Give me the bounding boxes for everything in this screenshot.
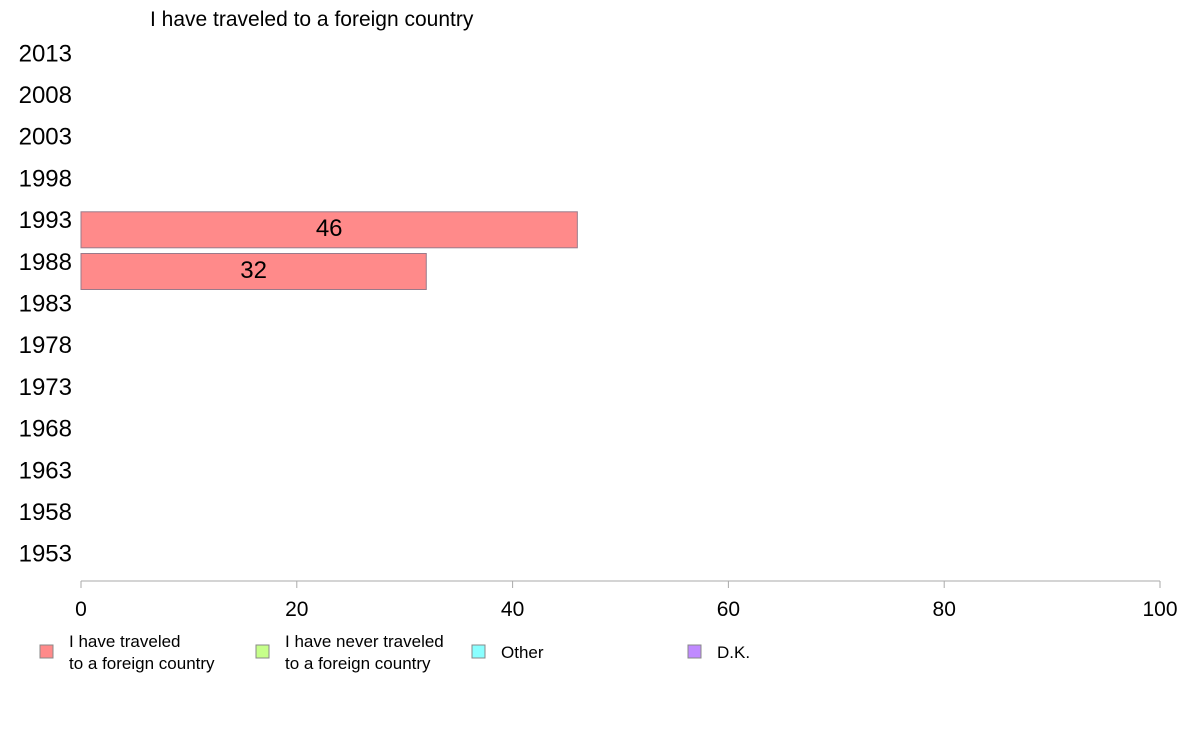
y-tick-label: 1968 [19, 416, 72, 443]
legend: I have traveled to a foreign country I hav… [39, 632, 750, 673]
x-tick-label: 20 [285, 598, 308, 621]
data-label: 46 [316, 215, 343, 242]
x-axis: 0 20 40 60 80 100 [75, 580, 1178, 621]
y-tick-label: 1973 [19, 374, 72, 401]
x-tick-label: 60 [717, 598, 740, 621]
y-tick-label: 2013 [19, 40, 72, 67]
y-axis-labels: 2013 2008 2003 1998 1993 1988 1983 1978 1973 1968… [19, 40, 72, 567]
y-tick-label: 2003 [19, 124, 72, 151]
legend-swatch [39, 644, 54, 659]
bar [80, 253, 427, 290]
legend-label: D.K. [717, 643, 750, 662]
x-tick-label: 40 [501, 598, 524, 621]
y-tick-label: 1998 [19, 165, 72, 192]
y-tick-label: 1963 [19, 457, 72, 484]
legend-label: I have traveled to a foreign country [69, 632, 215, 673]
y-tick-label: 1978 [19, 332, 72, 359]
x-tick-label: 0 [75, 598, 87, 621]
y-tick-label: 1993 [19, 207, 72, 234]
y-tick-label: 1983 [19, 291, 72, 318]
legend-swatch [687, 644, 702, 659]
chart-title: I have traveled to a foreign country [150, 8, 474, 31]
legend-swatch [471, 644, 486, 659]
x-tick-label: 80 [933, 598, 956, 621]
y-tick-label: 1958 [19, 499, 72, 526]
legend-label: I have never traveled to a foreign countr… [285, 632, 444, 673]
y-tick-label: 2008 [19, 82, 72, 109]
legend-swatch [255, 644, 270, 659]
x-tick-label: 100 [1142, 598, 1177, 621]
bars: 46 32 [80, 211, 578, 290]
data-label: 32 [240, 257, 267, 284]
bar [80, 211, 578, 249]
y-tick-label: 1988 [19, 249, 72, 276]
y-tick-label: 1953 [19, 541, 72, 568]
legend-label: Other [501, 643, 544, 662]
